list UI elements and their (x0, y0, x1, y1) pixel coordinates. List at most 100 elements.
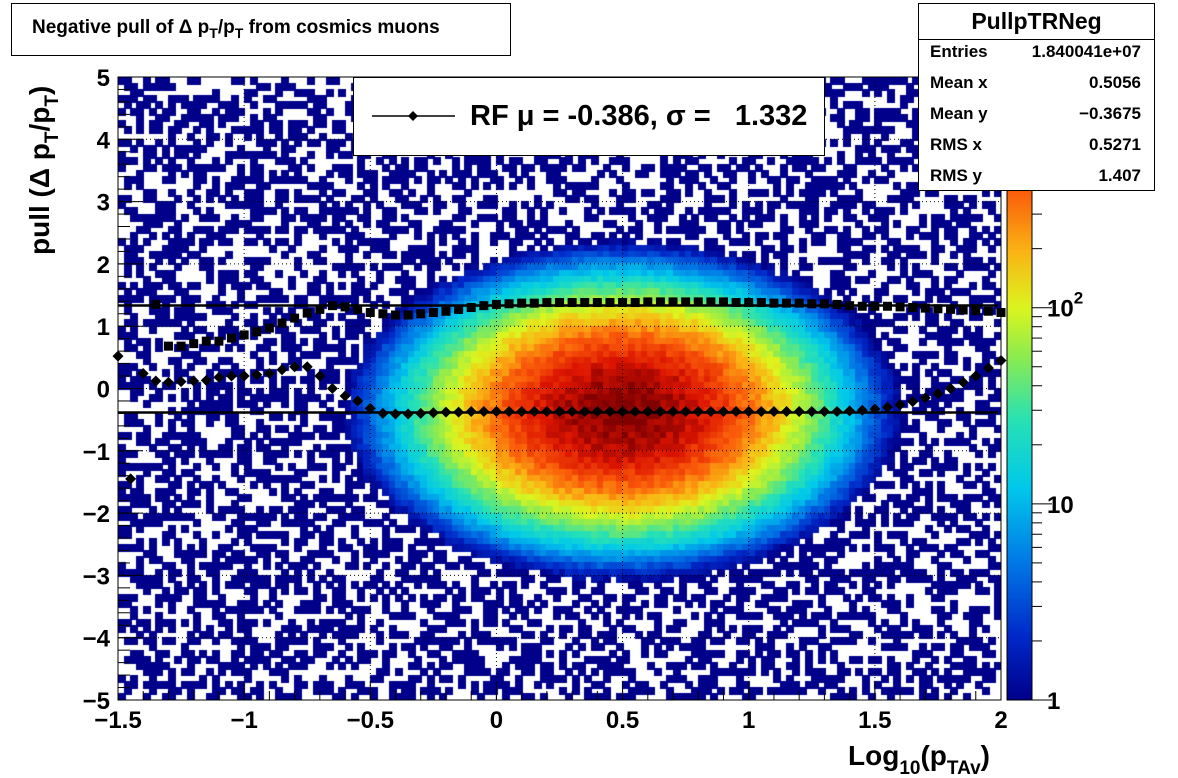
stats-row-mean-y: Mean y −0.3675 (930, 104, 1141, 130)
x-tick-label: 0.5 (606, 707, 639, 734)
sigma-point (756, 298, 766, 308)
mean-point (566, 406, 578, 418)
stats-label: Mean y (930, 104, 988, 123)
sigma-point (908, 303, 918, 313)
mean-point (957, 376, 969, 388)
sigma-point (744, 298, 754, 308)
mean-point (881, 401, 893, 413)
sigma-point (819, 299, 829, 309)
sigma-point (378, 309, 388, 319)
mean-point (377, 407, 389, 419)
mean-point (793, 406, 805, 418)
mean-point (982, 362, 994, 374)
sigma-point (441, 306, 451, 316)
x-tick-label: −0.5 (347, 707, 394, 734)
sigma-point (227, 333, 237, 343)
y-tick-label: −2 (83, 501, 110, 528)
stats-label: Mean x (930, 73, 988, 92)
sigma-point (239, 330, 249, 340)
stats-row-rms-x: RMS x 0.5271 (930, 135, 1141, 161)
sigma-point (504, 299, 514, 309)
sigma-point (718, 297, 728, 307)
x-tick-label: 1.5 (858, 707, 891, 734)
mean-point (806, 406, 818, 418)
sigma-point (365, 307, 375, 317)
heatmap-canvas (118, 77, 1001, 700)
y-tick-label: −5 (83, 688, 110, 715)
mean-point (894, 399, 906, 411)
axes: −1.5 −1 −0.5 0 0.5 1 1.5 2 −5 −4 −3 −2 −1 0 1 2 3 4 5 (83, 65, 1008, 734)
mean-point (301, 361, 313, 373)
mean-point (654, 406, 666, 418)
sigma-point (517, 298, 527, 308)
x-tick-label: 2 (994, 707, 1007, 734)
sigma-point (794, 298, 804, 308)
mean-point (490, 406, 502, 418)
mean-point (150, 375, 162, 387)
stats-value: 0.5056 (1089, 73, 1141, 92)
y-axis-title: pull (Δ pT/pT) (24, 86, 63, 255)
mean-point (200, 374, 212, 386)
sigma-point (290, 313, 300, 323)
sigma-point (857, 301, 867, 311)
stats-row-entries: Entries 1.840041e+07 (930, 42, 1141, 68)
sigma-point (655, 297, 665, 307)
chart-title: Negative pull of Δ pT/pT from cosmics mu… (32, 17, 440, 41)
stats-value: −0.3675 (1079, 104, 1141, 123)
mean-point (453, 406, 465, 418)
grid-lines (118, 77, 1001, 700)
mean-point (755, 406, 767, 418)
mean-point (768, 406, 780, 418)
mean-point (251, 369, 263, 381)
x-tick-label: −1 (230, 707, 257, 734)
data-markers (112, 297, 1007, 485)
sigma-point (983, 306, 993, 316)
mean-point (528, 406, 540, 418)
sigma-point (895, 302, 905, 312)
sigma-point (946, 304, 956, 314)
stats-title: PullpTRNeg (971, 8, 1102, 34)
mean-point (932, 387, 944, 399)
mean-point (717, 406, 729, 418)
mean-point (276, 364, 288, 376)
sigma-point (618, 298, 628, 308)
sigma-point (580, 298, 590, 308)
stats-label: RMS x (930, 135, 982, 154)
sigma-point (882, 301, 892, 311)
mean-point (781, 406, 793, 418)
sigma-point (529, 298, 539, 308)
sigma-point (340, 302, 350, 312)
mean-point (970, 370, 982, 382)
sigma-point (920, 303, 930, 313)
sigma-point (542, 298, 552, 308)
stats-box: PullpTRNeg Entries 1.840041e+07 Mean x 0… (918, 3, 1155, 191)
mean-point (427, 407, 439, 419)
palette-tick-label: 102 (1047, 289, 1083, 323)
sigma-point (302, 308, 312, 318)
sigma-point (971, 306, 981, 316)
sigma-point (214, 336, 224, 346)
mean-point (263, 368, 275, 380)
mean-point (818, 406, 830, 418)
mean-point (465, 406, 477, 418)
sigma-point (163, 341, 173, 351)
mean-point (844, 405, 856, 417)
sigma-point (353, 304, 363, 314)
sigma-point (327, 301, 337, 311)
y-tick-label: 2 (97, 252, 110, 279)
mean-point (907, 396, 919, 408)
sigma-point (681, 297, 691, 307)
sigma-point (151, 299, 161, 309)
mean-point (478, 406, 490, 418)
sigma-point (731, 298, 741, 308)
mean-point (680, 406, 692, 418)
sigma-point (769, 298, 779, 308)
sigma-point (176, 341, 186, 351)
sigma-point (958, 305, 968, 315)
mean-point (604, 406, 616, 418)
mean-point (919, 392, 931, 404)
sigma-point (416, 309, 426, 319)
sigma-point (706, 297, 716, 307)
mean-point (629, 406, 641, 418)
